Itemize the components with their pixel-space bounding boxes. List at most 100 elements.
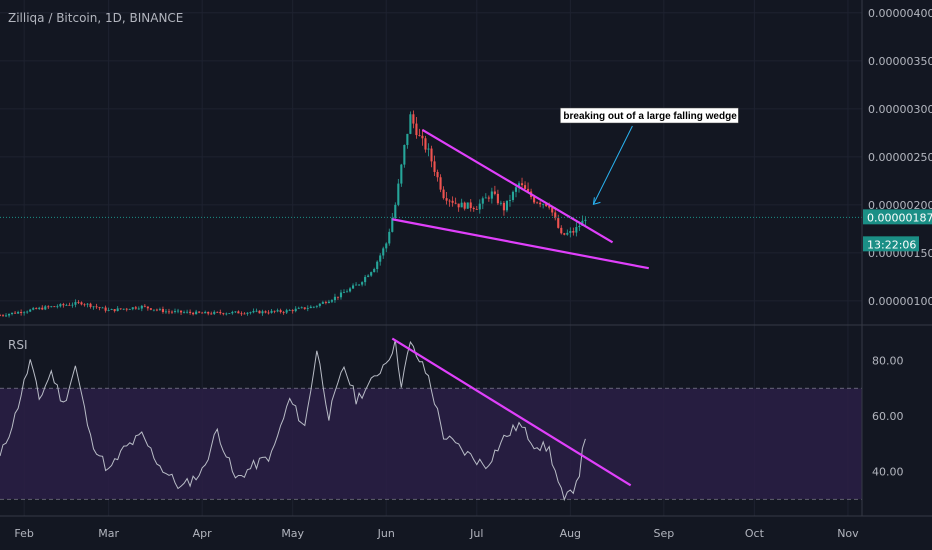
candlestick-series[interactable] bbox=[0, 110, 587, 318]
candle-body bbox=[303, 307, 306, 309]
time-tick-label: Apr bbox=[193, 527, 213, 540]
candle-body bbox=[107, 309, 110, 311]
candle-body bbox=[358, 284, 361, 286]
rsi-axis[interactable]: 40.00 60.00 80.00 bbox=[872, 355, 904, 479]
candle-body bbox=[385, 243, 388, 249]
candle-body bbox=[279, 310, 282, 313]
candle-body bbox=[442, 189, 445, 199]
candle-body bbox=[7, 314, 11, 316]
candle-body bbox=[297, 307, 300, 309]
time-axis[interactable]: Feb Mar Apr May Jun Jul Aug Sep Oct Nov bbox=[14, 527, 859, 540]
candle-body bbox=[536, 202, 539, 204]
candle-body bbox=[186, 311, 189, 313]
candle-body bbox=[137, 308, 140, 310]
candle-body bbox=[231, 311, 234, 314]
candle-body bbox=[1, 315, 5, 317]
candle-body bbox=[367, 275, 370, 277]
rsi-line[interactable] bbox=[0, 339, 586, 502]
candle-body bbox=[533, 196, 536, 203]
annotation-callout[interactable]: breaking out of a large falling wedge bbox=[560, 107, 739, 206]
candle-body bbox=[330, 300, 333, 302]
candle-body bbox=[179, 310, 183, 313]
candle-body bbox=[409, 114, 412, 134]
candle-body bbox=[427, 148, 430, 150]
candle-body bbox=[201, 312, 204, 314]
candle-body bbox=[364, 276, 367, 283]
candle-body bbox=[523, 185, 527, 189]
candle-body bbox=[306, 308, 309, 309]
candle-body bbox=[554, 212, 557, 219]
trendline-wedge-lower[interactable] bbox=[392, 218, 649, 270]
candle-body bbox=[572, 231, 575, 233]
candle-body bbox=[207, 311, 210, 314]
candle-body bbox=[167, 311, 171, 313]
candle-body bbox=[74, 302, 77, 305]
candle-body bbox=[125, 308, 128, 310]
candle-body bbox=[216, 311, 219, 313]
candle-body bbox=[472, 207, 475, 209]
candle-body bbox=[454, 202, 457, 204]
rsi-tick-label: 80.00 bbox=[872, 355, 904, 368]
time-tick-label: Jun bbox=[377, 527, 395, 540]
price-tick-label: 0.00000200 bbox=[868, 199, 932, 212]
candle-body bbox=[548, 206, 551, 208]
candle-body bbox=[110, 309, 113, 310]
candle-body bbox=[345, 291, 349, 293]
candle-body bbox=[542, 204, 545, 205]
trendline-wedge-upper[interactable] bbox=[421, 129, 614, 244]
arrow-head-icon bbox=[592, 197, 601, 206]
candle-body bbox=[41, 307, 44, 310]
candle-body bbox=[351, 285, 355, 289]
candle-body bbox=[204, 311, 207, 314]
candle-body bbox=[394, 204, 397, 218]
candle-body bbox=[415, 123, 418, 136]
time-tick-label: Sep bbox=[653, 527, 674, 540]
candle-body bbox=[255, 310, 258, 312]
candle-body bbox=[421, 135, 424, 139]
candle-body bbox=[321, 302, 324, 304]
candle-body bbox=[17, 312, 20, 314]
candle-body bbox=[475, 208, 478, 210]
candle-body bbox=[258, 310, 261, 314]
candle-body bbox=[448, 200, 451, 202]
candle-body bbox=[225, 313, 228, 315]
candle-body bbox=[551, 207, 554, 213]
candle-body bbox=[391, 217, 394, 232]
candle-body bbox=[240, 313, 243, 315]
candle-body bbox=[457, 203, 460, 208]
candle-body bbox=[246, 312, 249, 314]
candle-body bbox=[439, 177, 442, 190]
candle-body bbox=[53, 306, 56, 308]
trendlines[interactable] bbox=[391, 129, 649, 487]
candle-body bbox=[155, 309, 158, 311]
candle-body bbox=[62, 304, 65, 306]
candle-body bbox=[210, 313, 213, 315]
candle-body bbox=[35, 308, 38, 309]
countdown-value: 13:22:06 bbox=[867, 238, 916, 251]
trendline-rsi-downtrend[interactable] bbox=[391, 337, 632, 487]
candle-body bbox=[249, 312, 252, 314]
candle-body bbox=[183, 312, 186, 314]
candle-body bbox=[493, 191, 496, 194]
last-price-value: 0.00000187 bbox=[867, 211, 932, 224]
candle-body bbox=[505, 200, 509, 211]
candle-body bbox=[478, 203, 481, 210]
candle-body bbox=[517, 183, 521, 188]
candle-body bbox=[563, 233, 566, 235]
rsi-title[interactable]: RSI bbox=[8, 338, 28, 352]
candle-body bbox=[294, 308, 297, 312]
candle-body bbox=[149, 308, 152, 310]
candle-body bbox=[539, 202, 542, 205]
candle-body bbox=[484, 197, 487, 199]
candle-body bbox=[219, 312, 222, 314]
price-tick-label: 0.00000350 bbox=[868, 55, 932, 68]
candle-body bbox=[32, 308, 35, 310]
candle-body bbox=[44, 306, 47, 310]
candle-body bbox=[134, 307, 137, 309]
candle-body bbox=[418, 135, 421, 136]
candle-body bbox=[348, 288, 352, 292]
symbol-title[interactable]: Zilliqa / Bitcoin, 1D, BINANCE bbox=[8, 11, 183, 25]
candle-body bbox=[173, 311, 177, 313]
price-axis[interactable]: 0.000001000.000001500.000002000.00000250… bbox=[868, 7, 932, 308]
